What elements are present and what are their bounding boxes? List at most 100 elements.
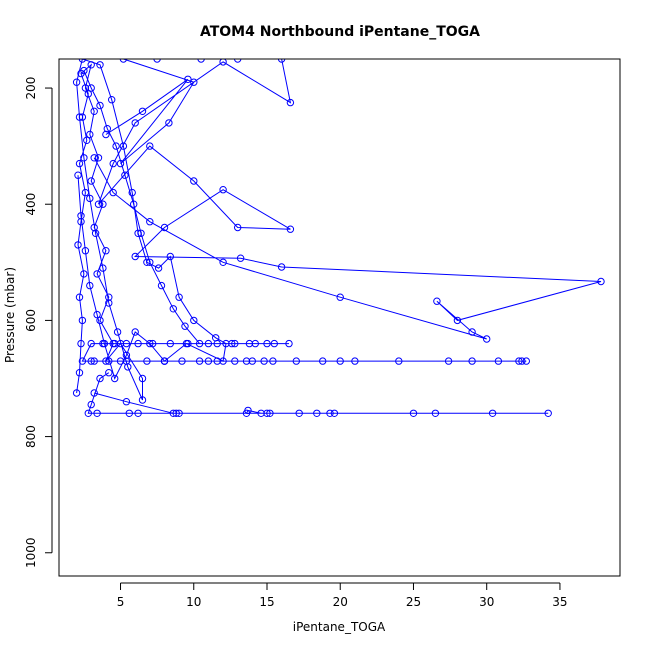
data-point xyxy=(515,357,523,365)
data-point xyxy=(251,339,260,348)
data-point xyxy=(336,293,344,301)
data-point xyxy=(112,142,120,150)
data-point xyxy=(165,119,173,127)
data-point xyxy=(433,297,441,305)
data-point xyxy=(160,357,169,365)
data-point xyxy=(119,59,128,63)
data-point xyxy=(236,254,245,262)
data-point xyxy=(160,223,169,232)
data-point xyxy=(75,293,84,301)
data-point xyxy=(157,281,166,290)
data-point xyxy=(93,270,101,278)
data-point xyxy=(228,339,236,348)
data-point xyxy=(86,281,94,290)
data-point xyxy=(336,357,344,365)
series-line-0 xyxy=(76,59,227,401)
data-point xyxy=(522,357,530,365)
data-point xyxy=(270,339,278,348)
data-point xyxy=(190,316,198,325)
data-point xyxy=(169,409,178,417)
data-point xyxy=(111,374,119,383)
plot-data xyxy=(72,59,605,417)
data-point xyxy=(431,409,440,417)
y-tick-label: 200 xyxy=(24,77,38,100)
data-point xyxy=(138,374,147,383)
data-point xyxy=(285,339,293,348)
data-point xyxy=(86,194,94,203)
data-point xyxy=(131,328,139,336)
data-point xyxy=(204,357,213,365)
data-point xyxy=(84,409,93,417)
data-point xyxy=(91,229,100,238)
data-point xyxy=(453,316,462,325)
data-point xyxy=(116,357,125,365)
data-point xyxy=(77,212,85,220)
data-point xyxy=(81,188,90,197)
x-tick-label: 20 xyxy=(333,595,348,609)
data-point xyxy=(213,339,221,348)
data-point xyxy=(134,409,142,417)
y-tick-label: 600 xyxy=(24,309,38,332)
data-point xyxy=(172,409,180,417)
data-point xyxy=(175,293,183,301)
data-point xyxy=(213,357,221,365)
data-point xyxy=(72,389,81,397)
data-point xyxy=(137,229,145,238)
data-point xyxy=(178,357,186,365)
data-point xyxy=(131,119,139,127)
data-point xyxy=(444,357,453,365)
data-point xyxy=(219,59,227,66)
data-point xyxy=(96,101,104,110)
x-axis-label: iPentane_TOGA xyxy=(293,620,386,634)
data-point xyxy=(122,398,131,406)
data-point xyxy=(195,357,204,365)
data-point xyxy=(96,374,104,383)
data-point xyxy=(234,59,242,63)
data-point xyxy=(134,339,142,348)
data-point xyxy=(494,357,503,365)
data-point xyxy=(99,200,107,208)
data-point xyxy=(96,316,104,325)
data-point xyxy=(319,357,327,365)
data-point xyxy=(122,351,131,359)
data-point xyxy=(90,357,98,365)
data-point xyxy=(295,409,303,417)
axes: 5 10 15 20 25 30 35 200 400 600 800 1000 xyxy=(24,77,568,609)
data-point xyxy=(119,142,128,150)
data-point xyxy=(74,241,82,249)
series-line-3 xyxy=(93,59,602,340)
data-point xyxy=(125,409,134,417)
data-point xyxy=(131,252,139,261)
data-point xyxy=(80,270,88,278)
data-point xyxy=(77,339,85,348)
data-point xyxy=(87,61,95,69)
data-point xyxy=(169,305,178,313)
data-point xyxy=(99,339,107,348)
y-tick-label: 1000 xyxy=(24,537,38,568)
data-point xyxy=(90,107,98,116)
data-point xyxy=(184,339,192,348)
data-point xyxy=(219,186,227,194)
data-point xyxy=(326,409,334,417)
data-point xyxy=(80,66,88,75)
data-point xyxy=(128,188,136,197)
series-line-2 xyxy=(87,372,549,414)
data-point xyxy=(116,159,125,168)
data-point xyxy=(80,154,88,162)
x-tick-label: 15 xyxy=(259,595,274,609)
data-point xyxy=(266,409,274,417)
x-tick-label: 10 xyxy=(186,595,201,609)
data-point xyxy=(122,339,131,348)
data-point xyxy=(242,357,251,365)
data-point xyxy=(313,409,321,417)
x-tick-label: 30 xyxy=(479,595,494,609)
data-point xyxy=(77,218,85,226)
data-point xyxy=(260,357,268,365)
data-point xyxy=(105,369,113,377)
data-point xyxy=(184,75,192,84)
data-point xyxy=(483,335,491,343)
data-point xyxy=(277,263,286,271)
data-point xyxy=(93,310,101,319)
data-point xyxy=(146,258,154,266)
data-point xyxy=(99,264,107,272)
